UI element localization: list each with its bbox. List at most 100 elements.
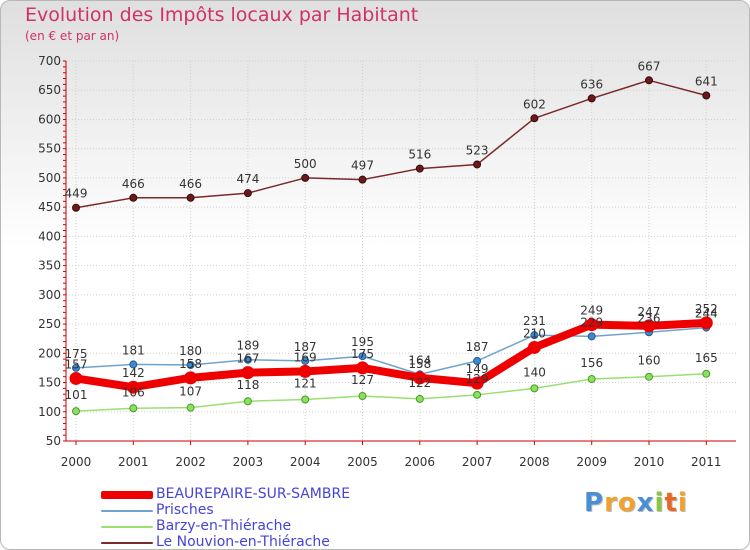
legend-swatch (101, 510, 153, 512)
data-label-1: 164 (408, 353, 431, 367)
y-tick-label: 500 (38, 171, 61, 185)
x-tick-label: 2006 (405, 455, 436, 469)
data-point-0 (356, 361, 369, 375)
x-tick-label: 2009 (576, 455, 607, 469)
data-label-1: 180 (179, 344, 202, 358)
series-line-1 (75, 326, 707, 376)
logo-letter: i (677, 488, 688, 518)
data-label-1: 236 (638, 311, 661, 325)
legend-label: Prisches (156, 502, 214, 518)
data-label-1: 187 (294, 340, 317, 354)
data-label-0: 158 (179, 357, 202, 371)
data-label-2: 160 (638, 354, 661, 368)
x-tick-label: 2007 (462, 455, 493, 469)
data-point-2 (243, 397, 252, 406)
data-label-2: 122 (408, 376, 431, 390)
data-label-1: 195 (351, 335, 374, 349)
data-point-0 (69, 371, 83, 385)
data-label-1: 187 (466, 340, 489, 354)
data-point-1 (587, 332, 596, 341)
data-point-3 (243, 189, 252, 198)
logo-letter: t (664, 488, 678, 518)
data-point-3 (358, 175, 367, 184)
data-label-0: 158 (408, 357, 431, 371)
data-label-2: 156 (580, 356, 603, 370)
data-label-2: 101 (65, 388, 88, 402)
chart-title: Evolution des Impôts locaux par Habitant (25, 4, 419, 26)
data-point-3 (129, 193, 138, 202)
data-label-0: 252 (695, 302, 718, 316)
data-label-0: 249 (580, 304, 603, 318)
data-point-3 (645, 76, 653, 85)
logo-letter: o (617, 488, 637, 518)
x-tick-label: 2002 (175, 455, 206, 469)
x-tick-label: 2001 (118, 455, 149, 469)
y-tick-label: 350 (38, 259, 61, 273)
x-tick-label: 2008 (519, 455, 550, 469)
data-point-0 (126, 380, 140, 394)
data-point-0 (241, 366, 255, 380)
data-label-1: 231 (523, 314, 546, 328)
chart-subtitle: (en € et par an) (25, 29, 120, 43)
y-tick-label: 100 (38, 405, 61, 419)
y-tick-label: 200 (38, 346, 61, 360)
data-label-3: 602 (523, 97, 546, 111)
data-label-3: 500 (294, 157, 317, 171)
data-label-3: 466 (179, 177, 202, 191)
data-point-3 (702, 91, 711, 100)
data-label-2: 118 (236, 378, 259, 392)
data-point-2 (473, 390, 482, 399)
data-point-0 (184, 371, 198, 385)
data-label-1: 244 (695, 307, 718, 321)
data-point-2 (186, 403, 195, 412)
data-label-3: 641 (695, 74, 718, 88)
data-label-3: 667 (638, 59, 661, 73)
data-label-3: 636 (580, 77, 603, 91)
y-tick-label: 150 (38, 376, 61, 390)
data-point-1 (473, 356, 482, 365)
y-tick-label: 550 (38, 142, 61, 156)
legend-label: Barzy-en-Thiérache (156, 518, 292, 534)
data-label-0: 167 (236, 352, 259, 366)
data-point-0 (585, 318, 599, 332)
logo-letter: r (604, 488, 618, 518)
data-label-0: 175 (351, 347, 374, 361)
x-tick-label: 2004 (290, 455, 321, 469)
data-point-3 (72, 203, 80, 212)
data-point-1 (301, 356, 310, 365)
x-tick-label: 2010 (634, 455, 665, 469)
data-label-2: 121 (294, 376, 317, 390)
data-label-1: 181 (122, 343, 145, 357)
legend-swatch (101, 542, 153, 544)
data-label-3: 474 (236, 172, 259, 186)
data-label-2: 106 (122, 385, 145, 399)
x-tick-label: 2005 (347, 455, 378, 469)
data-label-3: 497 (351, 159, 374, 173)
y-tick-label: 50 (46, 434, 61, 448)
data-point-3 (530, 114, 539, 123)
data-label-3: 523 (466, 143, 489, 157)
data-point-2 (645, 372, 653, 381)
data-point-2 (72, 407, 80, 416)
data-label-2: 140 (523, 365, 546, 379)
data-point-0 (298, 364, 312, 378)
y-tick-label: 650 (38, 83, 61, 97)
data-label-1: 175 (65, 347, 88, 361)
logo-letter: P (584, 488, 605, 518)
legend-label: Le Nouvion-en-Thiérache (156, 534, 330, 550)
series-line-3 (75, 79, 707, 209)
data-point-2 (358, 391, 367, 400)
x-tick-label: 2000 (61, 455, 92, 469)
data-label-0: 142 (122, 366, 145, 380)
legend-swatch (101, 491, 153, 499)
y-tick-label: 300 (38, 288, 61, 302)
legend-label: BEAUREPAIRE-SUR-SAMBRE (156, 486, 351, 502)
data-point-3 (301, 173, 310, 182)
data-point-1 (129, 360, 138, 369)
logo-letter: x (636, 488, 655, 518)
data-point-1 (72, 363, 80, 372)
logo-letter: i (654, 488, 665, 518)
data-point-2 (129, 404, 138, 413)
data-label-2: 165 (695, 351, 718, 365)
